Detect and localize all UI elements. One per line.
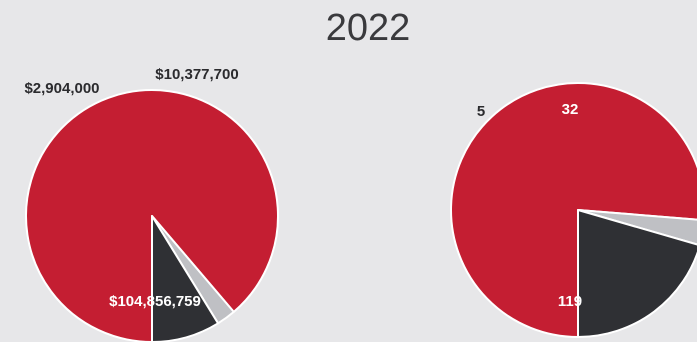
slice-label-count-dark: 32 <box>562 101 579 118</box>
pie-chart-amounts <box>25 89 279 342</box>
slice-label-count-light: 5 <box>477 103 485 120</box>
chart-title: 2022 <box>326 7 411 49</box>
slice-count-dark <box>577 209 697 338</box>
slice-count-red <box>450 82 697 338</box>
slice-label-amount-red: $104,856,759 <box>109 293 201 310</box>
slice-label-amount-dark: $10,377,700 <box>155 66 238 83</box>
slice-label-amount-light: $2,904,000 <box>24 80 99 97</box>
slice-label-count-red: 119 <box>558 293 582 310</box>
pie-chart-counts <box>450 82 697 338</box>
